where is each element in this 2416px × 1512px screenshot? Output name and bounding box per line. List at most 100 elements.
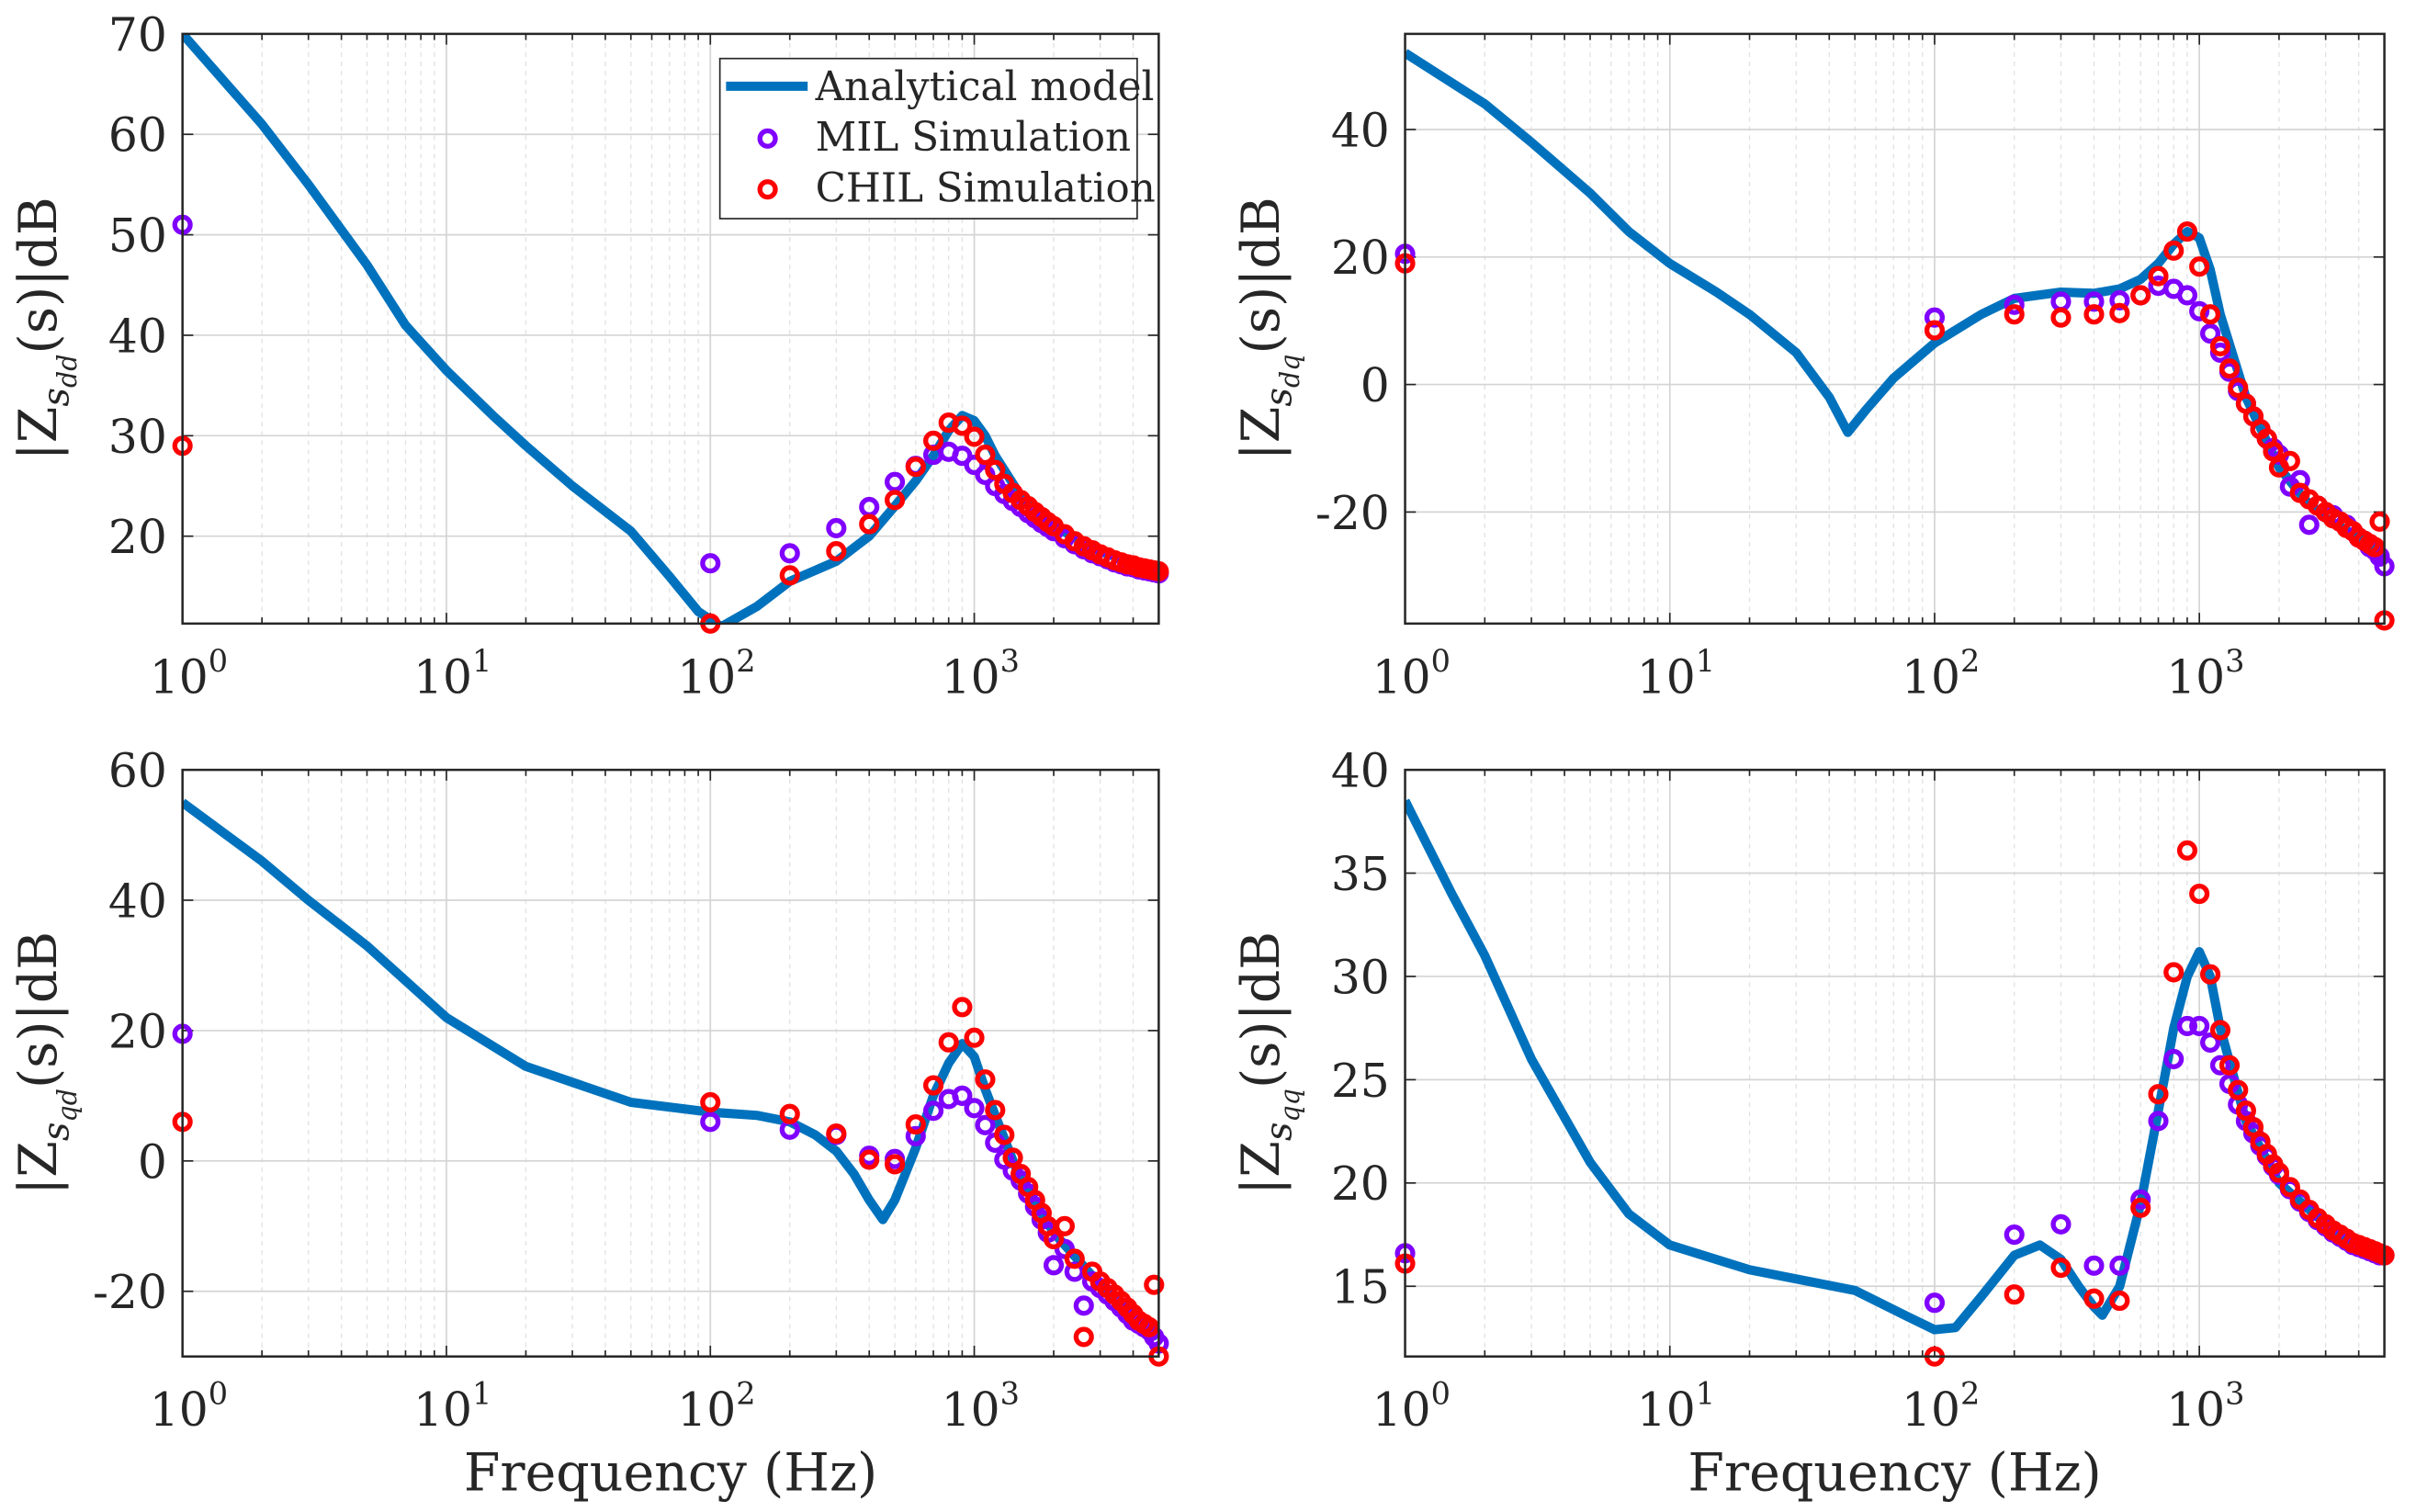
y-tick-label: 50 bbox=[108, 209, 167, 263]
x-tick-base: 10 bbox=[942, 649, 1000, 704]
x-tick-exponent: 2 bbox=[736, 1376, 755, 1412]
y-tick-label: 35 bbox=[1331, 847, 1390, 901]
x-tick-exponent: 0 bbox=[209, 1376, 228, 1412]
mil-point bbox=[2200, 323, 2221, 344]
chil-point bbox=[700, 1091, 721, 1113]
y-tick-label: 60 bbox=[108, 108, 167, 163]
x-tick-label: 103 bbox=[2166, 1376, 2244, 1437]
chil-point bbox=[2148, 265, 2169, 287]
x-tick-label: 101 bbox=[413, 643, 491, 704]
chil-point bbox=[2050, 1257, 2072, 1279]
x-tick-label: 101 bbox=[1637, 643, 1715, 704]
x-tick-exponent: 2 bbox=[1960, 643, 1980, 679]
y-label-tail: (s)|dB bbox=[1231, 931, 1292, 1089]
chil-point bbox=[2148, 1084, 2169, 1105]
mil-point bbox=[2109, 1255, 2130, 1276]
chil-point bbox=[952, 997, 973, 1018]
x-tick-exponent: 3 bbox=[2225, 1376, 2244, 1412]
mil-point bbox=[905, 1125, 926, 1146]
y-tick-label: 40 bbox=[108, 309, 167, 363]
chil-point bbox=[2130, 285, 2151, 306]
mil-point bbox=[2176, 285, 2198, 306]
mil-point bbox=[826, 517, 847, 539]
axes-box bbox=[181, 32, 1160, 626]
x-tick-label: 100 bbox=[1372, 643, 1451, 704]
chil-point bbox=[975, 1069, 996, 1090]
chil-point bbox=[964, 426, 985, 447]
y-tick-label: 20 bbox=[1331, 231, 1390, 285]
chil-point bbox=[779, 1103, 800, 1124]
legend: Analytical model MIL Simulation CHIL Simul… bbox=[718, 57, 1156, 220]
mil-point bbox=[2083, 1255, 2105, 1276]
chil-point bbox=[1054, 1215, 1075, 1236]
y-axis-label: |Zsqd(s)|dB bbox=[8, 931, 83, 1195]
y-axis-label: |Zsqq(s)|dB bbox=[1231, 931, 1305, 1195]
y-tick-label: 0 bbox=[138, 1134, 167, 1189]
mil-point bbox=[2289, 469, 2310, 491]
mil-point bbox=[2209, 1055, 2231, 1076]
mil-point bbox=[2148, 1111, 2169, 1132]
chil-point bbox=[952, 415, 973, 436]
x-tick-exponent: 1 bbox=[472, 1376, 491, 1412]
chil-point bbox=[2279, 450, 2300, 471]
y-label-subscript: s bbox=[36, 1123, 78, 1142]
x-tick-base: 10 bbox=[1372, 1382, 1431, 1437]
x-tick-exponent: 0 bbox=[209, 643, 228, 679]
y-tick-label: 30 bbox=[1331, 950, 1390, 1004]
chil-point bbox=[964, 1027, 985, 1048]
mil-point bbox=[2176, 1015, 2198, 1036]
chil-point bbox=[2004, 1284, 2025, 1305]
mil-point bbox=[779, 1119, 800, 1140]
mil-point bbox=[2004, 294, 2025, 315]
x-tick-label: 103 bbox=[942, 643, 1020, 704]
chil-point bbox=[2130, 1197, 2151, 1218]
chil-point bbox=[2279, 1177, 2300, 1198]
chil-point bbox=[859, 1149, 880, 1170]
y-label-tail: (s)|dB bbox=[8, 197, 69, 354]
y-tick-label: 25 bbox=[1331, 1054, 1390, 1108]
x-tick-base: 10 bbox=[413, 1382, 472, 1437]
x-tick-exponent: 3 bbox=[1000, 1376, 1020, 1412]
y-tick-label: 40 bbox=[1331, 744, 1390, 798]
chil-point bbox=[2189, 256, 2210, 277]
x-tick-exponent: 0 bbox=[1431, 1376, 1451, 1412]
x-tick-base: 10 bbox=[413, 649, 472, 704]
chil-point bbox=[2083, 1288, 2105, 1309]
chil-point bbox=[885, 1154, 906, 1175]
axes-box bbox=[1404, 32, 2386, 626]
y-label-main: |Z bbox=[8, 1141, 69, 1195]
x-tick-label: 102 bbox=[1902, 643, 1980, 704]
chil-point bbox=[885, 490, 906, 511]
x-tick-base: 10 bbox=[1902, 1382, 1960, 1437]
y-label-subscript: s bbox=[1259, 1123, 1301, 1142]
chil-point bbox=[779, 565, 800, 586]
mil-point bbox=[1924, 307, 1946, 328]
mil-point bbox=[2050, 291, 2072, 312]
chil-point bbox=[2200, 304, 2221, 325]
chil-point bbox=[2235, 1100, 2256, 1122]
x-tick-base: 10 bbox=[2166, 649, 2225, 704]
y-tick-label: 20 bbox=[108, 510, 167, 564]
mil-point bbox=[885, 471, 906, 492]
x-tick-label: 102 bbox=[677, 643, 755, 704]
chil-point bbox=[859, 513, 880, 535]
y-tick-label: 30 bbox=[108, 410, 167, 464]
chil-point bbox=[1043, 1228, 1065, 1250]
x-tick-label: 102 bbox=[677, 1376, 755, 1437]
x-tick-label: 102 bbox=[1902, 1376, 1980, 1437]
mil-point bbox=[975, 1114, 996, 1135]
y-axis-label: |Zsdq(s)|dB bbox=[1231, 197, 1305, 460]
axes-box bbox=[181, 768, 1160, 1358]
chil-point bbox=[905, 1114, 926, 1135]
chil-point bbox=[2189, 883, 2210, 905]
chil-point bbox=[922, 430, 944, 451]
chil-point bbox=[2163, 240, 2185, 261]
x-tick-base: 10 bbox=[677, 1382, 736, 1437]
chil-point bbox=[2365, 536, 2386, 558]
legend-entry: MIL Simulation bbox=[816, 115, 1131, 161]
chil-point bbox=[1073, 1326, 1094, 1348]
chil-point bbox=[2218, 358, 2241, 379]
